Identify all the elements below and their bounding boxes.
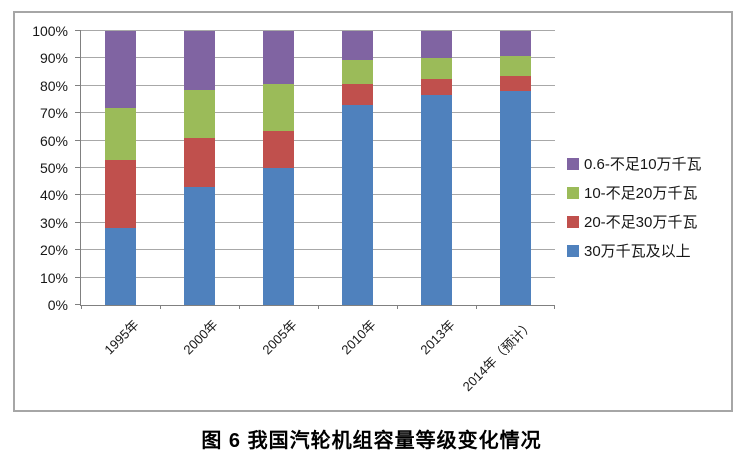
y-axis-tick — [75, 57, 81, 59]
legend-item: 0.6-不足10万千瓦 — [567, 154, 702, 173]
bar-segment — [421, 31, 452, 59]
x-axis-label: 1995年 — [100, 317, 142, 358]
y-axis-label: 30% — [39, 214, 68, 231]
y-axis-label: 60% — [39, 132, 68, 149]
y-axis-label: 40% — [39, 187, 68, 204]
legend-swatch — [567, 215, 579, 228]
gridline — [81, 221, 555, 223]
gridline — [81, 57, 555, 59]
gridline — [81, 249, 555, 251]
bar-segment — [342, 104, 373, 305]
x-axis-label: 2000年 — [179, 317, 221, 358]
bar — [421, 31, 452, 305]
y-axis-label: 0% — [47, 297, 68, 313]
bar-segment — [421, 58, 452, 79]
bar-segment — [263, 31, 294, 85]
bar-segment — [184, 137, 215, 188]
y-axis-tick — [75, 249, 81, 251]
bar — [105, 31, 136, 305]
gridline — [81, 139, 555, 141]
y-axis-label: 90% — [39, 50, 68, 67]
y-axis-tick — [75, 167, 81, 168]
x-axis-tick — [554, 305, 555, 309]
legend: 0.6-不足10万千瓦 10-不足20万千瓦 20-不足30万千瓦 30万千瓦及以上 — [567, 154, 702, 260]
gridline — [81, 30, 555, 31]
gridline — [81, 84, 555, 86]
x-axis-tick — [476, 305, 477, 309]
bar-segment — [500, 76, 531, 92]
bar-segment — [500, 55, 531, 77]
x-axis-label: 2014年（预计） — [459, 317, 537, 395]
bar-segment — [500, 91, 531, 305]
x-axis-tick — [239, 305, 240, 309]
x-axis-tick — [397, 305, 398, 309]
bar-segment — [105, 107, 136, 160]
legend-item: 30万千瓦及以上 — [567, 241, 702, 260]
y-axis-label: 70% — [39, 105, 68, 122]
x-axis-tick — [160, 305, 161, 309]
y-axis-label: 80% — [39, 77, 68, 94]
gridline — [81, 276, 555, 278]
gridline — [81, 167, 555, 168]
bar — [263, 31, 294, 305]
y-axis-label: 100% — [32, 23, 68, 39]
plot-area: 0% 10% 20% 30% 40% 50% 60% 70% 80% 90% 100% 1995年 20… — [32, 23, 555, 394]
legend-label: 10-不足20万千瓦 — [584, 185, 698, 202]
bar — [500, 31, 531, 305]
legend-swatch — [567, 186, 579, 199]
y-axis-label: 50% — [39, 160, 68, 176]
y-axis-tick — [75, 221, 81, 223]
legend-label: 30万千瓦及以上 — [584, 243, 691, 260]
y-axis-tick — [75, 84, 81, 86]
bar-segment — [184, 187, 215, 305]
y-axis-label: 10% — [39, 269, 68, 286]
x-axis-tick — [81, 305, 82, 309]
bar-segment — [184, 89, 215, 138]
y-axis-tick — [75, 304, 81, 305]
bar-segment — [184, 31, 215, 90]
legend-item: 10-不足20万千瓦 — [567, 183, 702, 202]
x-axis-label: 2013年 — [416, 317, 458, 358]
legend-item: 20-不足30万千瓦 — [567, 212, 702, 231]
bar-segment — [105, 228, 136, 305]
legend-label: 20-不足30万千瓦 — [584, 214, 698, 231]
bar-segment — [342, 59, 373, 85]
y-axis-tick — [75, 139, 81, 141]
bar-segment — [342, 31, 373, 60]
bar — [342, 31, 373, 305]
y-axis-label: 20% — [39, 242, 68, 259]
y-axis-tick — [75, 112, 81, 114]
chart-figure: 0% 10% 20% 30% 40% 50% 60% 70% 80% 90% 100% 1995年 20… — [13, 11, 733, 412]
gridline — [81, 112, 555, 114]
bar-segment — [263, 168, 294, 305]
y-axis-tick — [75, 276, 81, 278]
bar-segment — [342, 84, 373, 105]
y-axis-tick — [75, 30, 81, 31]
bar-segment — [500, 31, 531, 56]
legend-label: 0.6-不足10万千瓦 — [584, 156, 702, 173]
x-axis-tick — [318, 305, 319, 309]
gridline — [81, 194, 555, 196]
y-axis-tick — [75, 194, 81, 196]
figure-caption: 图 6 我国汽轮机组容量等级变化情况 — [201, 430, 542, 452]
bar — [184, 31, 215, 305]
legend-swatch — [567, 244, 579, 257]
bar-segment — [263, 131, 294, 168]
x-axis-label: 2010年 — [337, 317, 379, 358]
bar-segment — [421, 78, 452, 96]
x-axis-label: 2005年 — [258, 317, 300, 358]
legend-swatch — [567, 157, 579, 170]
bar-segment — [105, 31, 136, 108]
bar-segment — [105, 159, 136, 229]
bar-segment — [421, 95, 452, 305]
bar-segment — [263, 84, 294, 132]
